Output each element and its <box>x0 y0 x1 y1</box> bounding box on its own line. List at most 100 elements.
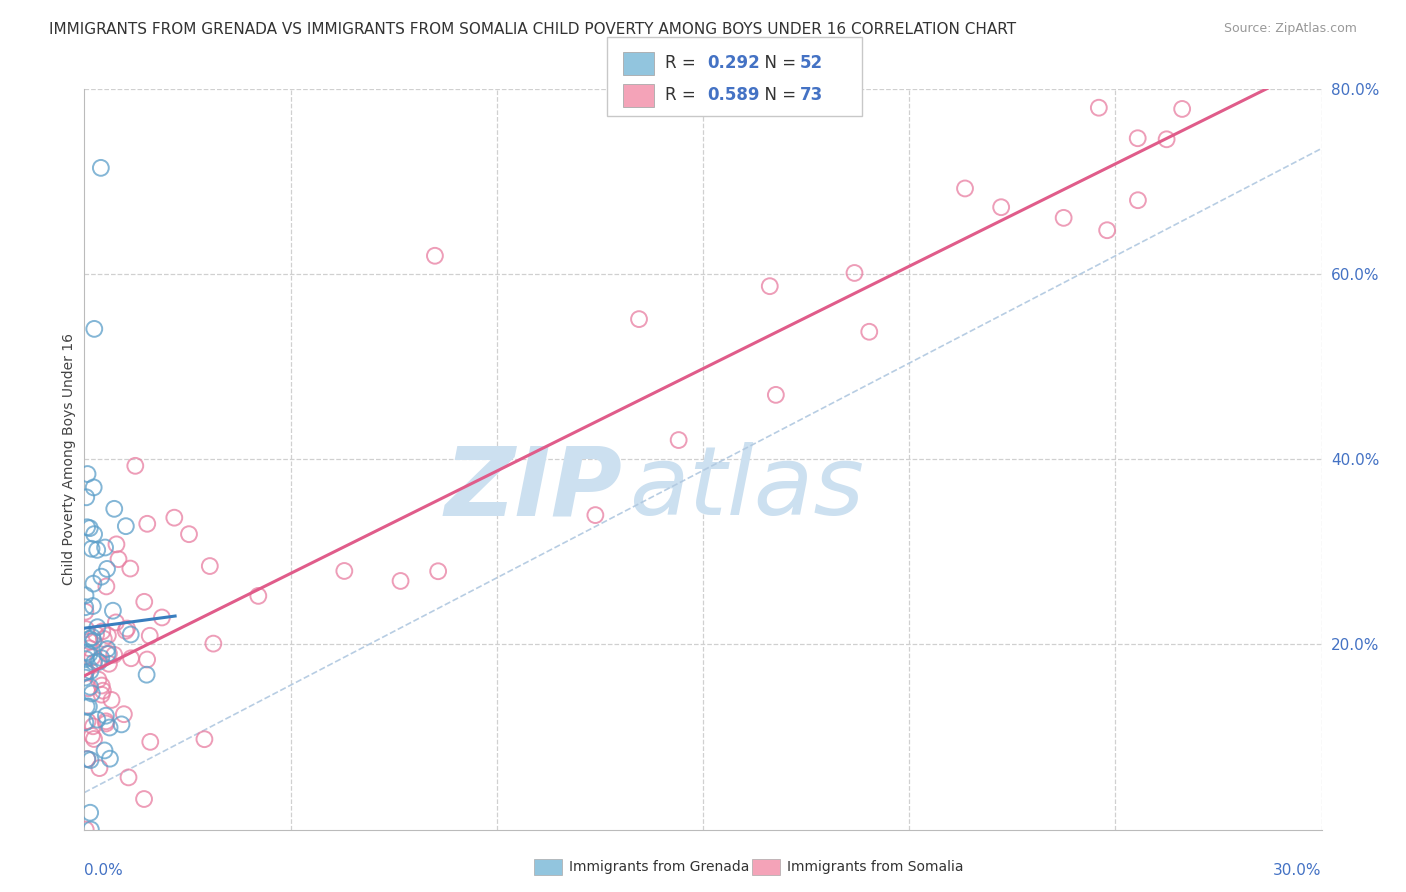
Point <box>90 161 112 175</box>
Point <box>79 647 101 661</box>
Text: 30.0%: 30.0% <box>1274 863 1322 878</box>
Point <box>76 752 98 766</box>
Point <box>112 707 135 722</box>
Point <box>76 714 98 729</box>
Point <box>98 721 121 735</box>
Point <box>103 501 125 516</box>
Point <box>83 322 105 336</box>
Point <box>1088 101 1111 115</box>
Point <box>858 325 880 339</box>
Point <box>104 615 127 630</box>
Point <box>75 665 97 680</box>
Point <box>79 521 101 535</box>
Point <box>100 693 122 707</box>
Point <box>90 569 112 583</box>
Point <box>76 752 98 766</box>
Point <box>97 657 120 671</box>
Point <box>89 761 111 775</box>
Point <box>82 630 104 644</box>
Point <box>79 641 101 656</box>
Point <box>1156 132 1178 146</box>
Point <box>953 181 976 195</box>
Point <box>83 527 105 541</box>
Point <box>82 633 104 648</box>
Point <box>98 647 121 661</box>
Point <box>844 266 866 280</box>
Point <box>97 628 120 642</box>
Point <box>1171 102 1194 116</box>
Text: ZIP: ZIP <box>444 442 623 535</box>
Point <box>75 715 97 730</box>
Point <box>75 600 97 615</box>
Text: 0.292: 0.292 <box>707 54 761 72</box>
Text: N =: N = <box>754 54 801 72</box>
Point <box>107 552 129 566</box>
Point <box>96 579 118 593</box>
Point <box>75 491 97 505</box>
Point <box>105 537 128 551</box>
Point <box>86 620 108 634</box>
Point <box>583 508 606 522</box>
Point <box>82 576 104 591</box>
Point <box>193 732 215 747</box>
Point <box>94 714 117 729</box>
Point <box>79 664 101 678</box>
Point <box>758 279 780 293</box>
Point <box>94 541 117 555</box>
Point <box>198 559 221 574</box>
Point <box>136 516 159 531</box>
Point <box>120 651 142 665</box>
Point <box>96 642 118 657</box>
Point <box>79 680 101 694</box>
Point <box>94 716 117 731</box>
Point <box>96 647 118 661</box>
Point <box>79 632 101 646</box>
Point <box>87 673 110 687</box>
Text: R =: R = <box>665 87 702 104</box>
Point <box>73 671 96 685</box>
Point <box>120 627 142 641</box>
Text: Immigrants from Somalia: Immigrants from Somalia <box>787 860 965 874</box>
Point <box>247 589 270 603</box>
Point <box>75 822 97 837</box>
Point <box>668 433 690 447</box>
Text: IMMIGRANTS FROM GRENADA VS IMMIGRANTS FROM SOMALIA CHILD POVERTY AMONG BOYS UNDE: IMMIGRANTS FROM GRENADA VS IMMIGRANTS FR… <box>49 22 1017 37</box>
Point <box>139 629 162 643</box>
Point <box>75 665 97 680</box>
Point <box>90 688 112 702</box>
Point <box>82 599 104 613</box>
Point <box>76 645 98 659</box>
Point <box>80 822 103 837</box>
Point <box>135 667 157 681</box>
Point <box>90 651 112 665</box>
Point <box>990 200 1012 214</box>
Point <box>79 634 101 648</box>
Point <box>163 510 186 524</box>
Point <box>93 632 115 646</box>
Point <box>76 699 98 714</box>
Point <box>83 731 105 746</box>
Point <box>115 519 138 533</box>
Point <box>1126 193 1149 207</box>
Point <box>423 249 446 263</box>
Point <box>79 753 101 767</box>
Point <box>86 542 108 557</box>
Text: 0.589: 0.589 <box>707 87 759 104</box>
Point <box>134 595 156 609</box>
Text: 73: 73 <box>800 87 824 104</box>
Point <box>115 622 138 636</box>
Point <box>139 735 162 749</box>
Point <box>120 561 142 575</box>
Point <box>1052 211 1074 225</box>
Text: Immigrants from Grenada: Immigrants from Grenada <box>569 860 749 874</box>
Point <box>87 655 110 669</box>
Point <box>101 604 124 618</box>
Point <box>84 627 107 641</box>
Point <box>427 564 450 578</box>
Point <box>117 771 139 785</box>
Point <box>136 652 159 666</box>
Point <box>79 805 101 820</box>
Point <box>75 622 97 636</box>
Point <box>82 719 104 733</box>
Point <box>124 458 146 473</box>
